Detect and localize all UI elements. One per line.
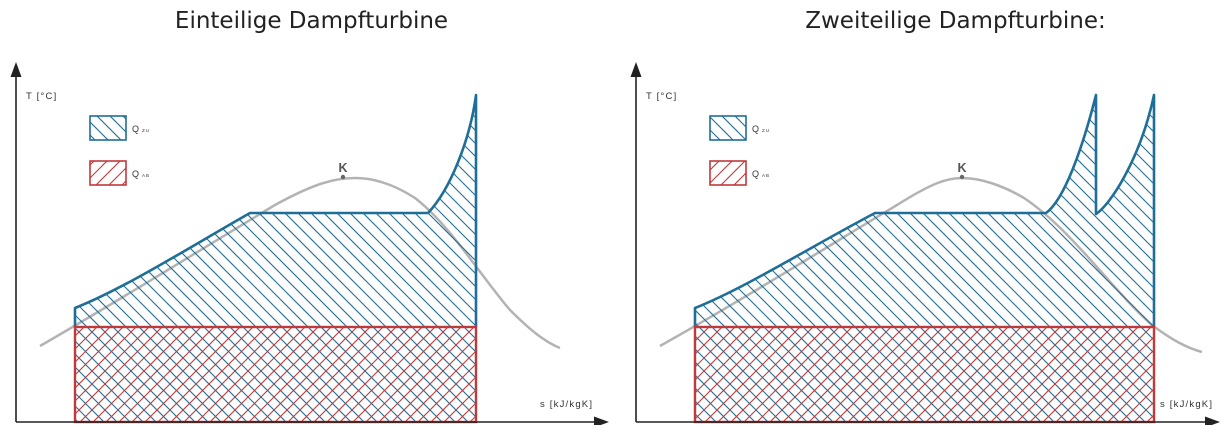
critical-point	[340, 174, 346, 180]
ts-diagram: K Q ZU Q AB T [°C] s [kJ/kgK]	[630, 62, 1220, 425]
x-axis-label: s [kJ/kgK]	[540, 399, 593, 410]
y-axis-arrow	[630, 62, 642, 77]
y-axis-label: T [°C]	[646, 91, 677, 102]
diagram-two-stage: Zweiteilige Dampfturbine: K	[612, 0, 1223, 425]
heat-in-outline	[693, 93, 1156, 327]
legend-label-heat-out: Q AB	[132, 169, 150, 179]
heat-out-area	[75, 327, 476, 422]
y-axis-label: T [°C]	[26, 91, 57, 102]
x-axis-arrow	[594, 416, 609, 425]
x-axis-arrow	[1205, 416, 1220, 425]
diagram-single-stage: Einteilige Dampfturbine K	[0, 0, 611, 425]
axes: T [°C] s [kJ/kgK]	[10, 62, 609, 425]
panel-title: Zweiteilige Dampfturbine:	[805, 8, 1106, 34]
critical-point	[959, 174, 965, 180]
heat-out-area	[695, 327, 1154, 422]
heat-in-outline	[73, 93, 478, 327]
critical-point-label: K	[338, 161, 347, 175]
legend-label-heat-out: Q AB	[752, 169, 770, 179]
panel-title: Einteilige Dampfturbine	[174, 8, 449, 34]
y-axis-arrow	[10, 62, 22, 77]
ts-diagram: K Q ZU Q AB T [°C] s [kJ/kgK]	[10, 62, 609, 425]
legend-label-heat-in: Q ZU	[132, 124, 150, 134]
legend-label-heat-in: Q ZU	[752, 124, 770, 134]
heat-out-hatch	[695, 327, 1154, 422]
legend: Q ZU Q AB	[89, 115, 150, 186]
heat-out-hatch	[75, 327, 476, 422]
saturation-curve	[39, 176, 561, 350]
x-axis-label: s [kJ/kgK]	[1160, 399, 1213, 410]
axes: T [°C] s [kJ/kgK]	[630, 62, 1220, 425]
legend: Q ZU Q AB	[709, 115, 770, 186]
critical-point-label: K	[957, 161, 966, 175]
